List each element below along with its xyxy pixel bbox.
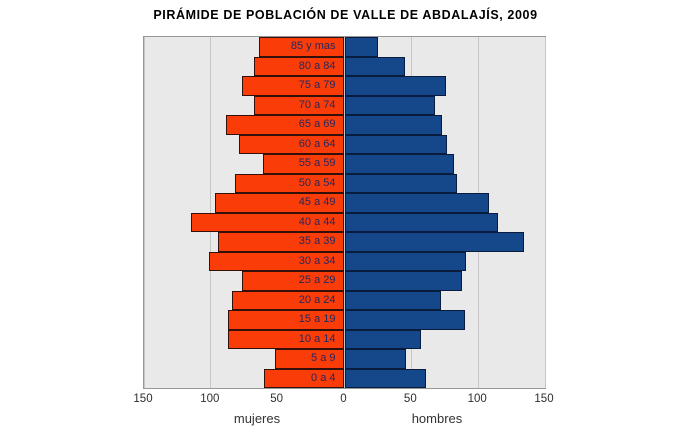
age-group-label: 0 a 4 (311, 371, 336, 384)
x-tick-label: 100 (467, 393, 487, 405)
age-group-label: 35 a 39 (298, 235, 336, 247)
pyramid-row: 40 a 44 (144, 212, 545, 232)
bar-hombres (344, 212, 499, 232)
age-group-label: 20 a 24 (298, 293, 336, 306)
pyramid-row: 85 y mas (144, 37, 545, 57)
bar-hombres (344, 115, 443, 135)
bar-mujeres (217, 232, 345, 252)
bar-mujeres (214, 193, 345, 213)
age-group-label: 70 a 74 (298, 98, 336, 111)
pyramid-row: 80 a 84 (144, 56, 545, 76)
bar-hombres (344, 193, 489, 213)
bar-mujeres (253, 56, 345, 76)
bar-hombres (344, 290, 441, 310)
pyramid-row: 55 a 59 (144, 154, 545, 174)
axis-label-hombres: hombres (411, 411, 463, 426)
bar-mujeres (228, 310, 345, 330)
pyramid-row: 75 a 79 (144, 76, 545, 96)
bar-mujeres (238, 134, 345, 154)
pyramid-row: 70 a 74 (144, 95, 545, 115)
pyramid-row: 65 a 69 (144, 115, 545, 135)
age-group-label: 30 a 34 (298, 254, 336, 267)
bar-mujeres (274, 349, 345, 369)
x-tick-label: 50 (403, 393, 417, 405)
x-tick-label: 150 (534, 393, 554, 405)
pyramid-row: 35 a 39 (144, 232, 545, 252)
bar-hombres (344, 349, 406, 369)
x-tick-label: 100 (200, 393, 220, 405)
x-tick-label: 0 (340, 393, 347, 405)
bar-hombres (344, 251, 467, 271)
x-tick-label: 150 (133, 393, 153, 405)
pyramid-row: 20 a 24 (144, 290, 545, 310)
bar-mujeres (241, 76, 345, 96)
bar-hombres (344, 329, 421, 349)
bar-hombres (344, 76, 447, 96)
bar-mujeres (253, 95, 345, 115)
age-group-label: 55 a 59 (298, 157, 336, 169)
age-group-label: 85 y mas (290, 40, 336, 52)
pyramid-row: 15 a 19 (144, 310, 545, 330)
age-group-label: 5 a 9 (311, 352, 336, 364)
bar-mujeres (209, 251, 345, 271)
pyramid-row: 45 a 49 (144, 193, 545, 213)
pyramid-row: 25 a 29 (144, 271, 545, 291)
age-group-label: 10 a 14 (298, 332, 336, 345)
bar-mujeres (234, 173, 345, 193)
bar-mujeres (262, 154, 345, 174)
pyramid-row: 5 a 9 (144, 349, 545, 369)
bar-hombres (344, 154, 455, 174)
age-group-label: 80 a 84 (298, 59, 336, 72)
bar-hombres (344, 56, 405, 76)
age-group-label: 40 a 44 (298, 215, 336, 228)
x-tick-label: 50 (270, 393, 284, 405)
gridline (143, 37, 145, 388)
bar-mujeres (190, 212, 345, 232)
gridline (544, 37, 546, 388)
axis-label-mujeres: mujeres (233, 411, 281, 426)
bar-hombres (344, 95, 436, 115)
bar-hombres (344, 173, 457, 193)
bar-hombres (344, 271, 463, 291)
age-group-label: 25 a 29 (298, 274, 336, 286)
bar-mujeres (258, 37, 345, 57)
bar-hombres (344, 232, 524, 252)
age-group-label: 50 a 54 (298, 176, 336, 189)
plot-area: 85 y mas 80 a 84 75 a 79 70 a 74 65 a 69 60 a… (143, 36, 546, 389)
bar-hombres (344, 37, 378, 57)
chart-title: PIRÁMIDE DE POBLACIÓN DE VALLE DE ABDALA… (153, 8, 538, 22)
bar-mujeres (225, 115, 345, 135)
age-group-label: 15 a 19 (298, 313, 336, 325)
age-group-label: 65 a 69 (298, 118, 336, 130)
pyramid-row: 10 a 14 (144, 329, 545, 349)
bar-mujeres (264, 368, 345, 388)
bar-mujeres (228, 329, 345, 349)
pyramid-row: 0 a 4 (144, 368, 545, 388)
age-group-label: 60 a 64 (298, 137, 336, 150)
bar-hombres (344, 310, 465, 330)
age-group-label: 75 a 79 (298, 79, 336, 91)
pyramid-row: 50 a 54 (144, 173, 545, 193)
pyramid-row: 60 a 64 (144, 134, 545, 154)
bar-hombres (344, 134, 448, 154)
pyramid-row: 30 a 34 (144, 251, 545, 271)
bar-hombres (344, 368, 427, 388)
bar-mujeres (232, 290, 345, 310)
bar-mujeres (241, 271, 345, 291)
age-group-label: 45 a 49 (298, 196, 336, 208)
